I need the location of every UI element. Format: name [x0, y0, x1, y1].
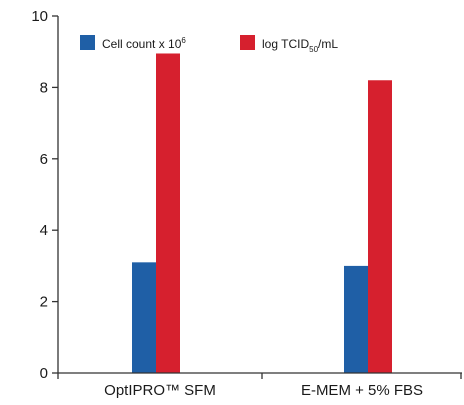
legend-label-log-tcid-subscript: 50	[309, 45, 318, 54]
x-category-label-0: OptIPRO™ SFM	[104, 382, 216, 399]
y-tick-label-10: 10	[31, 8, 48, 25]
legend-label-cell-count-main: Cell count x 10	[102, 37, 182, 51]
legend: Cell count x 106 log TCID50/mL	[80, 35, 338, 54]
y-tick-label-4: 4	[40, 222, 48, 239]
bar-cell-count-0	[132, 262, 156, 373]
bar-log-tcid-1	[368, 80, 392, 373]
legend-swatch-log-tcid	[240, 35, 255, 50]
axes-layer: 0 2 4 6 8 10 OptIPRO™ SFM E-MEM + 5% FBS	[31, 8, 462, 399]
bars-layer	[132, 53, 392, 374]
legend-label-log-tcid-tail: /mL	[318, 37, 338, 51]
legend-label-log-tcid-main: log TCID	[262, 37, 309, 51]
y-tick-label-2: 2	[40, 294, 48, 311]
legend-label-cell-count: Cell count x 106	[102, 36, 186, 51]
legend-swatch-cell-count	[80, 35, 95, 50]
legend-label-log-tcid: log TCID50/mL	[262, 37, 338, 54]
bar-log-tcid-0	[156, 53, 180, 374]
legend-label-cell-count-exponent: 6	[181, 36, 186, 45]
y-tick-label-6: 6	[40, 151, 48, 168]
y-tick-label-0: 0	[40, 365, 48, 382]
bar-cell-count-1	[344, 265, 368, 373]
y-tick-label-8: 8	[40, 79, 48, 96]
x-category-label-1: E-MEM + 5% FBS	[301, 382, 423, 399]
